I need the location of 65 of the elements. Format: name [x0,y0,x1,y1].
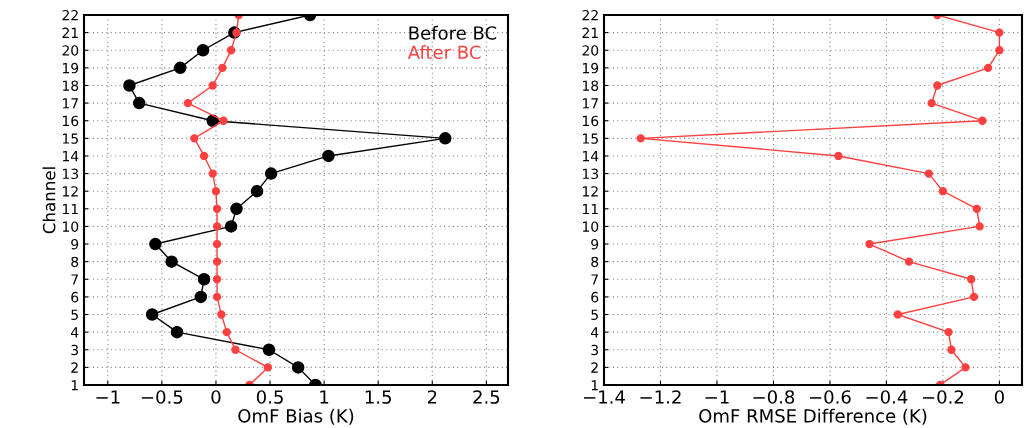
y-tick-label: 16 [582,115,599,127]
y-tick-label: 1 [591,380,598,391]
y-tick-label: 16 [62,115,79,127]
y-tick-label: 19 [582,62,599,74]
x-axis-title: OmF RMSE Difference (K) [699,408,927,425]
x-tick-label: −1 [705,390,729,404]
y-tick-label: 19 [62,62,79,74]
x-tick-label: 1.5 [365,390,391,404]
y-tick-label: 14 [582,151,599,162]
y-tick-label: 15 [62,133,78,144]
text: Before BC [409,25,497,40]
text: After BC [407,45,481,60]
y-tick-label: 9 [591,239,599,250]
y-tick-label: 14 [62,151,79,162]
x-axis-title: OmF Bias (K) [238,408,354,425]
x-tick-label: 1 [320,390,329,404]
x-tick-label: 0 [994,390,1004,404]
y-tick-label: 12 [582,186,598,197]
x-tick-label: 0.5 [256,390,283,404]
y-tick-label: 3 [71,344,79,356]
y-tick-label: 4 [590,327,599,338]
y-tick-label: 2 [71,362,78,373]
x-tick-label: −0.2 [922,390,964,404]
y-tick-label: 11 [582,203,598,215]
y-tick-label: 20 [62,45,79,56]
y-tick-label: 5 [71,309,78,320]
x-tick-label: 0 [211,390,221,404]
y-tick-label: 8 [591,256,599,268]
y-tick-label: 7 [71,274,78,285]
y-tick-label: 13 [62,168,79,180]
y-tick-label: 10 [582,221,599,232]
y-tick-label: 18 [582,80,599,91]
y-tick-label: 8 [71,256,79,268]
y-tick-label: 12 [62,186,78,197]
y-tick-label: 21 [582,27,598,38]
x-tick-label: 2 [427,390,437,404]
x-tick-label: −1.4 [583,390,625,404]
y-tick-label: 21 [62,27,78,38]
y-tick-label: 6 [591,291,599,303]
y-tick-label: 3 [591,344,599,356]
y-tick-label: 5 [591,309,598,320]
x-tick-label: 2.5 [473,390,500,404]
x-tick-label: −0.4 [866,390,908,404]
x-tick-label: −1 [96,390,120,404]
y-axis-title: Channel [42,167,56,234]
y-tick-label: 1 [71,380,78,391]
y-tick-label: 2 [591,362,598,373]
x-tick-label: −0.8 [753,390,795,404]
y-tick-label: 13 [582,168,599,180]
y-tick-label: 6 [71,291,79,303]
y-tick-label: 17 [62,98,78,109]
y-tick-label: 15 [582,133,598,144]
y-tick-label: 17 [582,98,598,109]
y-tick-label: 20 [582,45,599,56]
x-tick-label: −1.2 [640,390,681,404]
y-tick-label: 10 [62,221,79,232]
x-tick-label: −0.5 [141,390,183,404]
y-tick-label: 4 [70,327,79,338]
y-tick-label: 11 [62,203,78,215]
x-tick-label: −0.6 [809,390,851,404]
y-tick-label: 9 [71,239,79,250]
y-tick-label: 22 [62,9,78,21]
y-tick-label: 7 [591,274,598,285]
y-tick-label: 18 [62,80,79,91]
y-tick-label: 22 [582,9,598,21]
